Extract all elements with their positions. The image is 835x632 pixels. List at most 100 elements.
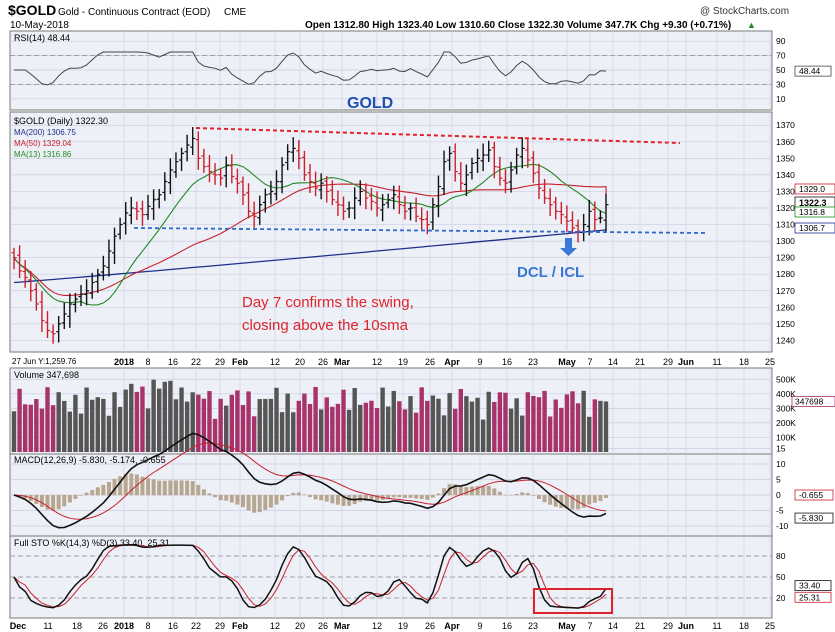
x-tick-label: Apr bbox=[444, 357, 460, 367]
price-bar bbox=[380, 194, 386, 222]
volume-bar bbox=[224, 405, 229, 452]
x-tick-label-bottom: 26 bbox=[98, 621, 108, 631]
volume-bar bbox=[581, 390, 586, 452]
volume-bar bbox=[419, 387, 424, 452]
x-tick-label-bottom: 2018 bbox=[114, 621, 134, 631]
price-bar bbox=[134, 201, 140, 221]
x-tick-label-bottom: Dec bbox=[10, 621, 27, 631]
price-bar bbox=[458, 162, 464, 191]
volume-bar bbox=[369, 400, 374, 452]
macd-value-tag: -5.830 bbox=[799, 513, 823, 523]
volume-bar bbox=[291, 412, 296, 452]
volume-bar bbox=[134, 391, 140, 452]
macd-hist-bar bbox=[90, 489, 95, 496]
price-bar bbox=[497, 156, 503, 186]
price-bar bbox=[603, 193, 609, 232]
macd-hist-bar bbox=[268, 495, 273, 508]
price-panel bbox=[9, 111, 773, 353]
price-bar bbox=[279, 157, 285, 194]
volume-bar bbox=[101, 398, 106, 452]
volume-bar bbox=[592, 399, 598, 452]
volume-bar bbox=[184, 401, 190, 452]
x-tick-label-bottom: 16 bbox=[168, 621, 178, 631]
price-bar bbox=[441, 150, 447, 196]
price-bar bbox=[195, 131, 201, 170]
price-bar bbox=[173, 152, 179, 178]
x-tick-label: 29 bbox=[215, 357, 225, 367]
volume-bar bbox=[78, 413, 84, 452]
macd-hist-bar bbox=[140, 476, 145, 496]
price-tick-label: 1350 bbox=[776, 153, 795, 163]
price-bar bbox=[435, 175, 441, 218]
macd-hist-bar bbox=[257, 495, 262, 513]
x-tick-label-bottom: 8 bbox=[145, 621, 150, 631]
x-tick-label-bottom: 29 bbox=[215, 621, 225, 631]
price-tick-label: 1240 bbox=[776, 335, 795, 345]
price-bar bbox=[301, 150, 307, 181]
volume-bar bbox=[112, 392, 117, 452]
legend-ma13: MA(13) 1316.86 bbox=[14, 150, 72, 159]
x-tick-label: Feb bbox=[232, 357, 249, 367]
macd-hist-bar bbox=[123, 474, 128, 496]
macd-hist-bar bbox=[56, 495, 61, 510]
x-tick-label: 12 bbox=[270, 357, 280, 367]
macd-hist-bar bbox=[240, 495, 245, 508]
volume-bar bbox=[235, 390, 240, 452]
rsi-value-tag: 48.44 bbox=[799, 66, 821, 76]
volume-bar bbox=[486, 391, 491, 452]
price-bar bbox=[246, 183, 252, 219]
macd-hist-bar bbox=[548, 495, 553, 505]
price-bar bbox=[447, 146, 453, 171]
x-tick-label: May bbox=[558, 357, 576, 367]
volume-bar bbox=[28, 404, 33, 452]
price-bar bbox=[56, 316, 62, 343]
volume-bar bbox=[117, 406, 123, 452]
rsi-tick-label: 50 bbox=[776, 65, 786, 75]
macd-hist-bar bbox=[168, 480, 173, 496]
price-bar bbox=[525, 139, 531, 168]
price-bar bbox=[307, 163, 313, 194]
volume-bar bbox=[564, 394, 570, 452]
tag-close: 1322.3 bbox=[799, 198, 827, 208]
volume-bar bbox=[324, 397, 329, 452]
price-tick-label: 1300 bbox=[776, 236, 795, 246]
price-bar bbox=[480, 143, 486, 172]
price-bar bbox=[117, 217, 123, 240]
price-bar bbox=[251, 201, 257, 228]
volume-bar bbox=[251, 416, 257, 452]
volume-bar bbox=[17, 388, 22, 452]
price-bar bbox=[357, 180, 363, 206]
price-bar bbox=[396, 185, 402, 215]
volume-bar bbox=[408, 396, 413, 452]
price-tick-label: 1310 bbox=[776, 220, 795, 230]
volume-bar bbox=[173, 399, 179, 452]
macd-hist-bar bbox=[129, 473, 134, 496]
volume-bar bbox=[145, 408, 151, 452]
macd-hist-bar bbox=[497, 491, 502, 496]
x-tick-label: 18 bbox=[739, 357, 749, 367]
macd-tick-label: 0 bbox=[776, 490, 781, 500]
macd-hist-bar bbox=[464, 487, 469, 496]
macd-hist-bar bbox=[17, 495, 22, 497]
price-bar bbox=[156, 189, 162, 209]
price-bar bbox=[313, 171, 319, 197]
volume-bar bbox=[492, 401, 497, 452]
macd-hist-bar bbox=[162, 480, 167, 496]
macd-hist-bar bbox=[408, 495, 413, 498]
macd-hist-bar bbox=[173, 480, 178, 496]
macd-hist-bar bbox=[285, 495, 290, 497]
volume-bar bbox=[352, 388, 357, 452]
macd-hist-bar bbox=[218, 495, 223, 501]
macd-hist-bar bbox=[207, 493, 212, 496]
volume-bar bbox=[575, 403, 581, 452]
volume-bar bbox=[34, 399, 39, 452]
price-bar bbox=[547, 188, 553, 217]
x-tick-label-bottom: Mar bbox=[334, 621, 351, 631]
volume-bar bbox=[196, 394, 201, 452]
price-bar bbox=[223, 156, 229, 188]
price-tick-label: 1370 bbox=[776, 120, 795, 130]
price-bar bbox=[151, 189, 157, 220]
volume-bar bbox=[402, 409, 408, 452]
volume-tick-label: 200K bbox=[776, 418, 796, 428]
